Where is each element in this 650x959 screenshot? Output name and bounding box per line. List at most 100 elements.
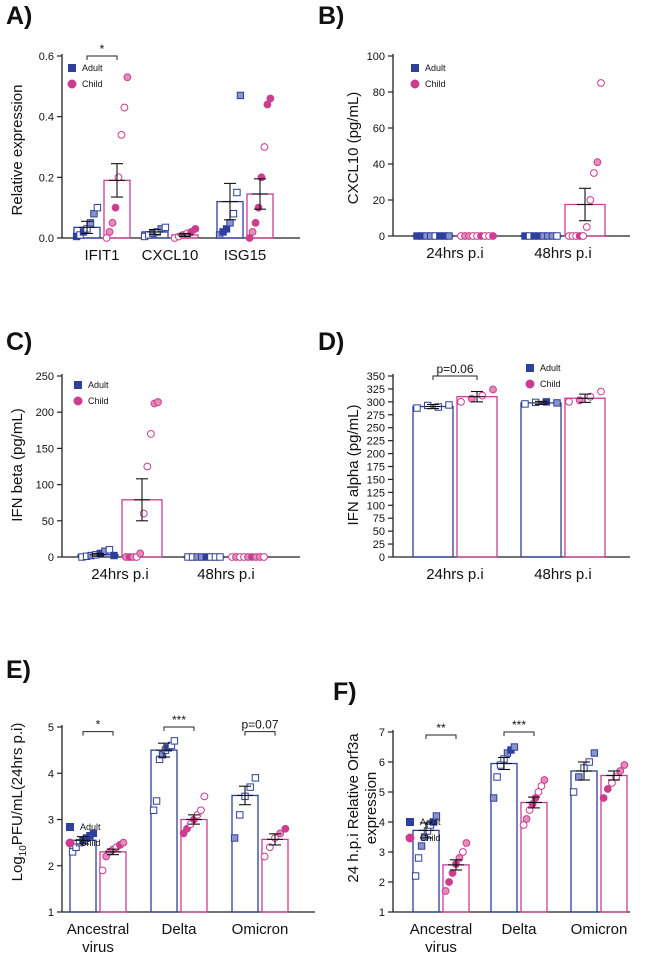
point-a-child	[123, 73, 132, 82]
y-tick-label-d: 350	[367, 371, 385, 383]
point-b-child	[593, 158, 602, 167]
significance-label-e: *	[96, 718, 101, 732]
y-tick-label-a: 0.2	[39, 172, 54, 184]
y-tick-label-c: 150	[36, 443, 54, 455]
point-a-child	[266, 94, 275, 103]
bar-f-adult	[490, 762, 518, 913]
category-label-a: IFIT1	[84, 247, 119, 264]
category-label-e: virus	[82, 939, 114, 956]
point-d-adult	[423, 401, 432, 410]
significance-bracket-e	[244, 731, 276, 736]
panel-label-f: F)	[333, 678, 357, 706]
y-tick-label-d: 125	[367, 487, 385, 499]
point-d-child	[457, 397, 465, 406]
y-tick-label-d: 225	[367, 436, 385, 448]
bar-e-child	[261, 838, 289, 913]
legend-label-adult-a: Adult	[82, 63, 103, 73]
y-tick-label-d: 300	[367, 397, 385, 409]
category-label-b: 24hrs p.i	[426, 245, 484, 262]
legend-label-adult-b: Adult	[425, 63, 446, 73]
y-tick-label-d: 0	[379, 552, 385, 564]
bar-e-child	[99, 851, 127, 913]
point-f-adult	[417, 842, 426, 850]
legend-label-child-a: Child	[82, 79, 103, 89]
y-tick-label-d: 50	[373, 526, 385, 538]
y-tick-label-a: 0.6	[39, 51, 54, 63]
legend-label-child-f: Child	[420, 833, 441, 843]
panel-c: C) IFN beta (pg/mL) 0 50 100 150 200 250 24hrs…	[6, 328, 300, 583]
legend-marker-adult-f	[406, 818, 414, 826]
point-f-child	[519, 821, 528, 829]
legend-marker-child-c	[73, 396, 83, 406]
y-tick-label-c: 200	[36, 407, 54, 419]
point-e-adult	[246, 783, 254, 791]
point-e-child	[197, 806, 205, 815]
y-axis-label-b: CXCL10 (pg/mL)	[345, 92, 362, 205]
y-axis-label-f-line1: 24 h.p.i Relative Orf3a	[345, 733, 362, 883]
y-tick-label-f: 2	[379, 877, 385, 889]
point-f-child	[540, 776, 549, 784]
point-f-child	[603, 785, 612, 793]
legend-label-adult-c: Adult	[88, 380, 109, 390]
y-tick-label-d: 325	[367, 384, 385, 396]
point-c-child	[143, 462, 152, 471]
point-f-child	[534, 788, 543, 796]
point-f-child	[445, 878, 453, 886]
point-a-child	[191, 225, 200, 233]
y-tick-label-d: 200	[367, 449, 385, 461]
legend-marker-adult-e	[66, 823, 74, 831]
point-f-adult	[590, 749, 599, 757]
point-e-adult	[89, 829, 98, 838]
legend-marker-adult-d	[526, 364, 534, 372]
point-b-child	[489, 232, 497, 240]
point-c-adult	[105, 546, 114, 554]
point-d-adult	[553, 399, 561, 407]
bar-d-child	[456, 396, 498, 558]
legend-marker-adult-a	[68, 64, 76, 72]
legend-label-adult-d: Adult	[540, 363, 561, 373]
category-label-e: Omicron	[232, 921, 289, 938]
point-a-child	[111, 203, 120, 212]
point-c-child	[260, 553, 268, 561]
point-f-child	[537, 782, 546, 790]
y-tick-label-a: 0.0	[39, 233, 54, 245]
point-f-adult	[493, 773, 501, 781]
category-label-d: 48hrs p.i	[534, 566, 592, 583]
point-e-adult	[170, 737, 179, 745]
significance-bracket-a	[86, 55, 118, 60]
y-tick-label-f: 3	[379, 847, 385, 859]
point-a-child	[248, 228, 257, 236]
point-c-adult	[110, 551, 118, 560]
legend-label-adult-e: Adult	[80, 822, 101, 832]
bar-e-adult	[150, 749, 178, 913]
y-tick-label-b: 20	[373, 195, 385, 207]
point-d-child	[565, 397, 573, 406]
category-label-f: virus	[425, 939, 457, 956]
point-c-child	[154, 398, 162, 406]
point-f-adult	[569, 788, 578, 796]
point-f-child	[462, 839, 471, 847]
y-tick-label-b: 100	[367, 51, 385, 63]
y-tick-label-f: 5	[379, 787, 385, 799]
y-tick-label-f: 4	[379, 817, 385, 829]
y-tick-label-d: 25	[373, 539, 385, 551]
y-tick-label-e: 5	[48, 722, 54, 734]
y-tick-label-f: 7	[379, 727, 385, 739]
point-d-child	[597, 387, 605, 396]
legend-marker-adult-c	[74, 381, 82, 389]
point-e-adult	[152, 797, 161, 805]
point-a-child	[108, 218, 117, 227]
point-b-child	[579, 232, 588, 240]
y-tick-label-a: 0.4	[39, 112, 54, 124]
legend-marker-child-b	[410, 79, 420, 89]
point-b-child	[589, 169, 598, 177]
category-label-e: Delta	[161, 921, 197, 938]
y-tick-label-d: 275	[367, 410, 385, 422]
panel-label-a: A)	[6, 2, 32, 30]
point-a-child	[251, 218, 260, 227]
point-d-adult	[445, 401, 453, 409]
significance-bracket-e	[163, 726, 195, 731]
point-a-child	[260, 143, 269, 151]
significance-label-e: ***	[172, 713, 186, 727]
y-tick-label-e: 2	[48, 861, 54, 873]
